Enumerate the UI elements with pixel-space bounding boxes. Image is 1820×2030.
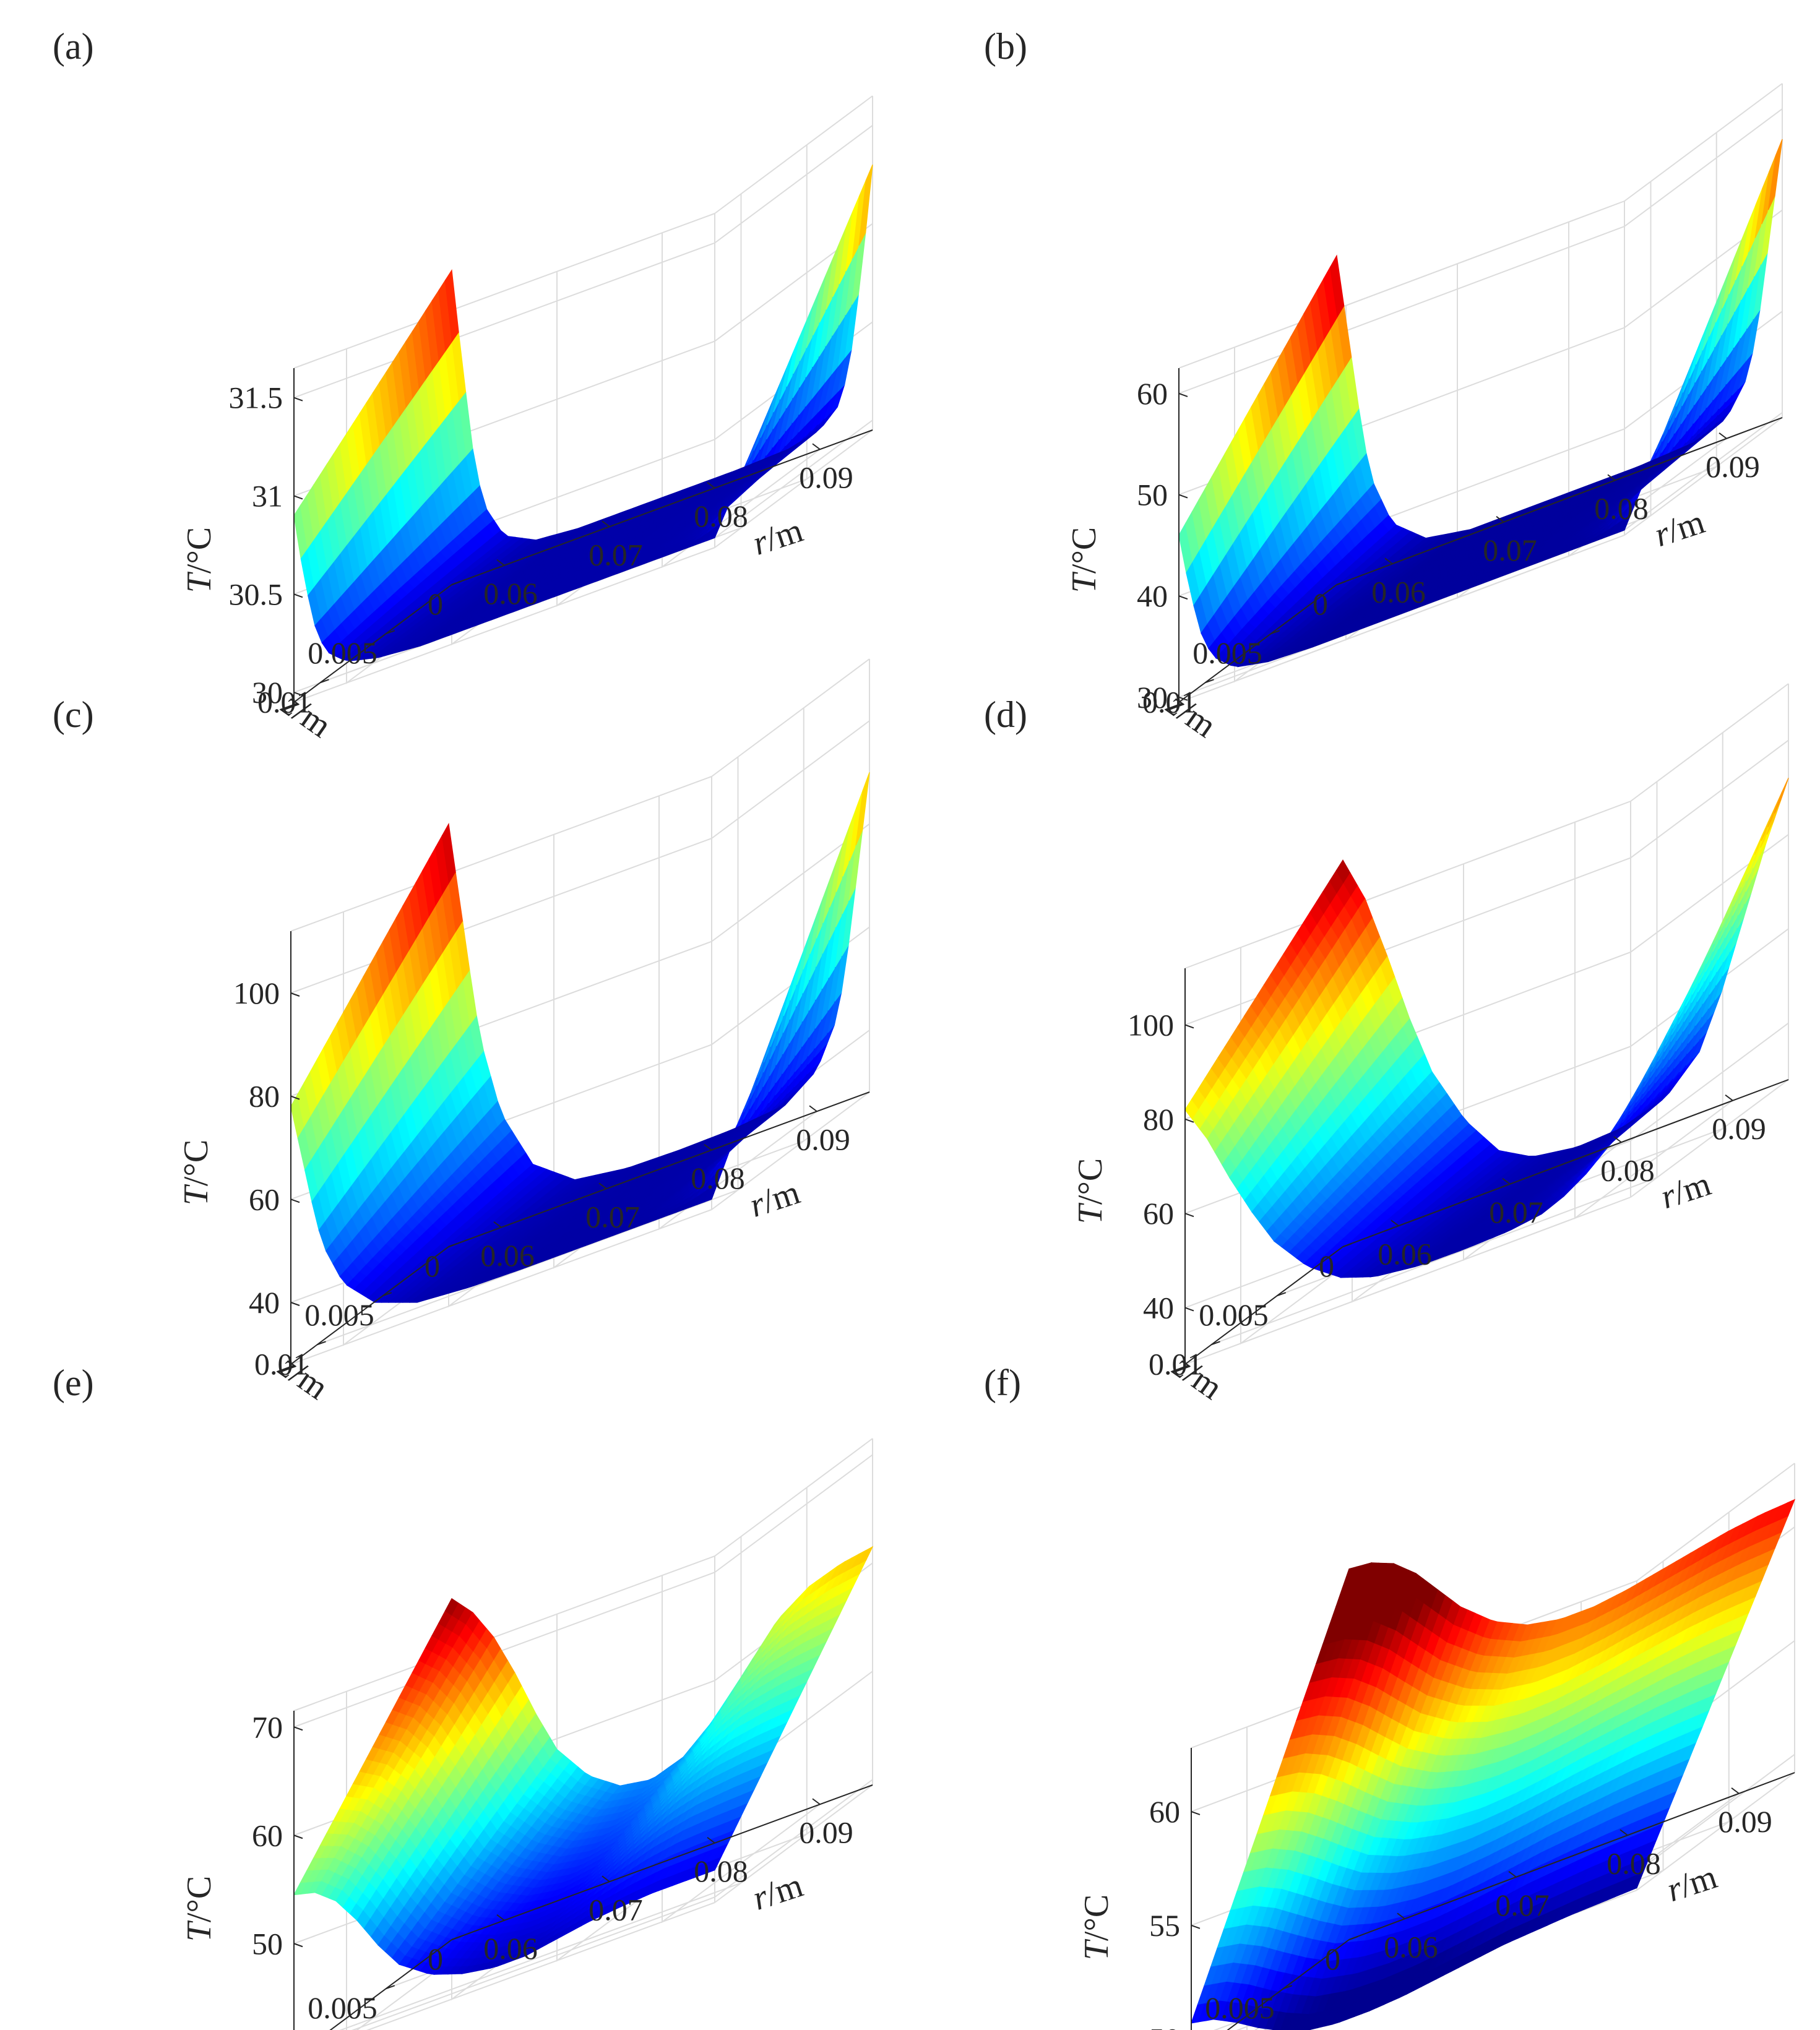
z-axis-title: T/°C <box>180 527 218 593</box>
z-tick <box>1178 392 1188 397</box>
temperature-surface <box>293 164 873 661</box>
y-tick-label: 0.005 <box>304 1297 374 1332</box>
y-tick-label: 0 <box>428 587 443 621</box>
x-tick-label: 0.07 <box>589 537 643 572</box>
x-axis-title: r/m <box>745 1173 804 1225</box>
panel-c: 40608010000.0050.010.060.070.080.09T/°Cz… <box>53 658 870 1407</box>
z-tick <box>1178 494 1188 499</box>
x-tick-label: 0.06 <box>1371 574 1426 609</box>
z-tick-label: 60 <box>1137 376 1168 411</box>
z-tick <box>1178 595 1188 600</box>
panel-a: 3030.53131.500.0050.010.060.070.080.09T/… <box>53 26 873 745</box>
z-tick <box>293 495 303 500</box>
x-tick-label: 0.08 <box>691 1161 745 1195</box>
z-tick-label: 40 <box>249 1285 280 1320</box>
x-tick-label: 0.06 <box>480 1238 535 1273</box>
z-tick <box>293 397 303 402</box>
panel-label: (c) <box>53 694 94 735</box>
z-tick-label: 31 <box>252 478 283 513</box>
z-tick-label: 40 <box>1137 578 1168 613</box>
x-tick-label: 0.09 <box>1706 449 1760 484</box>
z-tick-label: 31.5 <box>229 381 283 415</box>
x-tick-label: 0.08 <box>694 499 748 533</box>
temperature-surface <box>290 772 870 1303</box>
panel-label: (a) <box>53 26 94 67</box>
z-tick-label: 30.5 <box>229 577 283 611</box>
panel-d: 40608010000.0050.010.060.070.080.09T/°Cz… <box>984 683 1789 1407</box>
panel-label: (b) <box>984 26 1027 67</box>
x-tick-label: 0.06 <box>483 576 538 611</box>
y-tick-label: 0 <box>425 1249 440 1283</box>
x-tick-label: 0.09 <box>799 460 853 494</box>
x-tick-label: 0.08 <box>1594 491 1649 525</box>
x-tick-label: 0.07 <box>585 1199 640 1234</box>
z-tick <box>290 1302 300 1306</box>
x-tick-label: 0.07 <box>1483 533 1537 567</box>
z-tick-label: 60 <box>249 1182 280 1216</box>
y-tick-label: 0 <box>1313 587 1328 621</box>
y-tick-label: 0.005 <box>1192 635 1262 670</box>
temperature-surface <box>1178 139 1783 668</box>
z-tick <box>293 593 303 598</box>
z-axis-title: T/°C <box>1065 527 1103 593</box>
x-axis-title: r/m <box>748 511 808 563</box>
z-axis-title: T/°C <box>177 1140 215 1205</box>
z-tick <box>290 1198 300 1203</box>
z-tick-label: 80 <box>249 1079 280 1114</box>
z-tick-label: 100 <box>233 976 280 1010</box>
z-tick <box>290 992 300 997</box>
y-tick-label: 0.005 <box>308 635 377 670</box>
panel-b: 3040506000.0050.010.060.070.080.09T/°Cz/… <box>984 26 1783 745</box>
z-tick-label: 50 <box>1137 478 1168 512</box>
x-tick <box>812 443 821 450</box>
x-tick <box>1719 432 1727 439</box>
x-tick <box>809 1105 817 1112</box>
x-tick-label: 0.09 <box>796 1122 850 1156</box>
